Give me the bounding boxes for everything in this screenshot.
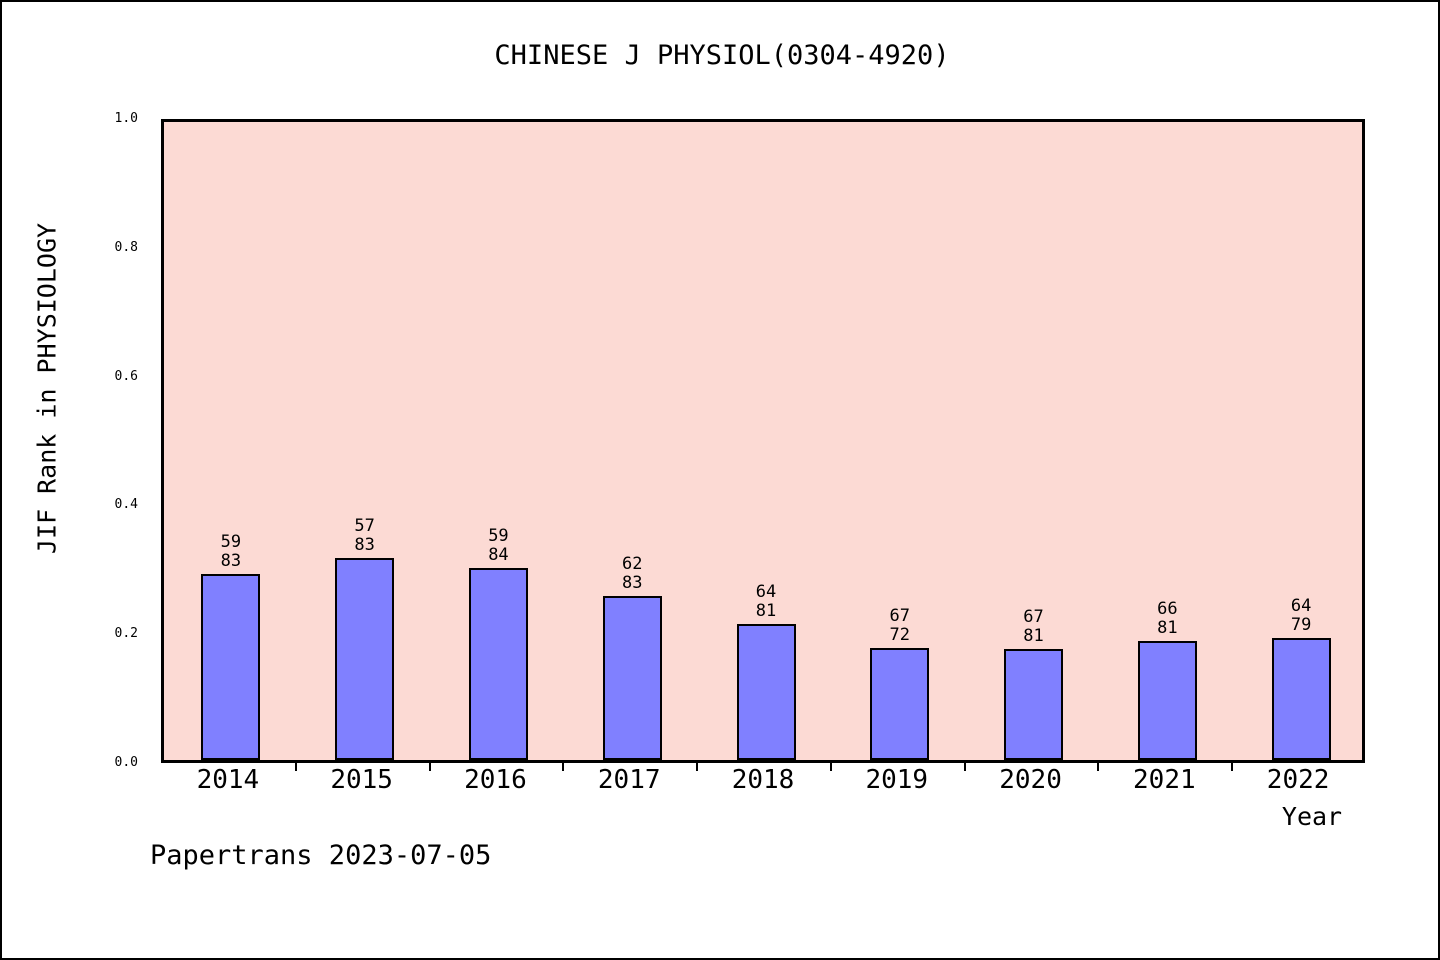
bar-2019 xyxy=(870,647,930,760)
x-tick-label-2016: 2016 xyxy=(464,765,527,795)
bar-rank-value: 64 xyxy=(755,582,777,603)
bar-rank-value: 59 xyxy=(220,531,242,552)
bar-value-label-2020: 67 81 xyxy=(974,606,1094,646)
bar-rank-value: 59 xyxy=(488,526,509,547)
x-axis-label: Year xyxy=(1281,802,1343,831)
x-tick-label-2019: 2019 xyxy=(865,765,929,795)
x-tick-mark-6 xyxy=(1097,760,1100,771)
x-tick-mark-2 xyxy=(562,760,565,771)
bar-2021 xyxy=(1137,640,1197,760)
bar-2014 xyxy=(201,573,261,760)
y-tick-label-0.8: 0.8 xyxy=(114,239,138,255)
footer-note: Papertrans 2023-07-05 xyxy=(150,840,492,871)
bar-value-label-2022: 64 79 xyxy=(1241,595,1361,635)
x-tick-label-2021: 2021 xyxy=(1133,765,1196,795)
bars-container: 59 83 57 83 59 84 62 83 64 81 67 72 67 81 66 81 64 79 xyxy=(164,122,1362,760)
x-tick-label-2015: 2015 xyxy=(330,765,393,795)
bar-value-label-2017: 62 83 xyxy=(572,555,692,593)
x-tick-label-2020: 2020 xyxy=(999,765,1062,795)
page-title: CHINESE J PHYSIOL(0304-4920) xyxy=(494,40,950,71)
bar-rank-value: 57 xyxy=(354,516,375,537)
plot-area: 59 83 57 83 59 84 62 83 64 81 67 72 67 81 66 81 64 79 xyxy=(161,119,1365,763)
y-tick-label-1.0: 1.0 xyxy=(114,111,138,126)
bar-rank-value: 66 xyxy=(1157,598,1178,619)
bar-total-value: 83 xyxy=(220,550,242,571)
bar-2022 xyxy=(1271,637,1331,760)
x-tick-mark-4 xyxy=(829,760,832,771)
bar-value-label-2018: 64 81 xyxy=(706,583,826,621)
bar-total-value: 84 xyxy=(488,545,509,566)
y-tick-label-0.4: 0.4 xyxy=(114,497,138,513)
bar-value-label-2014: 59 83 xyxy=(171,531,291,571)
x-tick-label-2017: 2017 xyxy=(597,765,661,795)
y-axis-label: JIF Rank in PHYSIOLOGY xyxy=(32,222,62,555)
bar-2020 xyxy=(1004,648,1064,760)
bar-value-label-2019: 67 72 xyxy=(840,605,960,645)
bar-rank-value: 62 xyxy=(621,554,643,575)
y-tick-label-0.0: 0.0 xyxy=(114,755,138,770)
x-tick-label-2018: 2018 xyxy=(731,765,795,795)
y-tick-label-0.6: 0.6 xyxy=(114,368,138,384)
bar-value-label-2021: 66 81 xyxy=(1107,598,1227,638)
y-tick-label-0.2: 0.2 xyxy=(114,626,138,642)
bar-total-value: 81 xyxy=(1157,617,1178,638)
x-tick-mark-0 xyxy=(294,760,297,771)
bar-total-value: 81 xyxy=(1023,625,1044,646)
x-tick-mark-3 xyxy=(696,760,699,771)
x-tick-label-2022: 2022 xyxy=(1266,765,1330,795)
bar-total-value: 79 xyxy=(1290,614,1312,635)
bar-rank-value: 64 xyxy=(1290,595,1312,616)
bar-2016 xyxy=(468,568,528,760)
bar-value-label-2015: 57 83 xyxy=(305,517,425,555)
bar-2018 xyxy=(736,624,796,760)
x-tick-mark-7 xyxy=(1231,760,1234,771)
bar-rank-value: 67 xyxy=(1023,606,1044,627)
x-tick-mark-1 xyxy=(428,760,431,771)
bar-total-value: 83 xyxy=(621,573,643,594)
bar-value-label-2016: 59 84 xyxy=(438,527,558,565)
bar-2017 xyxy=(602,596,662,760)
bar-total-value: 83 xyxy=(354,535,375,556)
bar-2015 xyxy=(335,558,395,760)
bar-total-value: 81 xyxy=(755,601,777,622)
bar-rank-value: 67 xyxy=(889,605,910,626)
bar-total-value: 72 xyxy=(889,624,910,645)
x-tick-label-2014: 2014 xyxy=(196,765,260,795)
x-tick-mark-5 xyxy=(963,760,966,771)
